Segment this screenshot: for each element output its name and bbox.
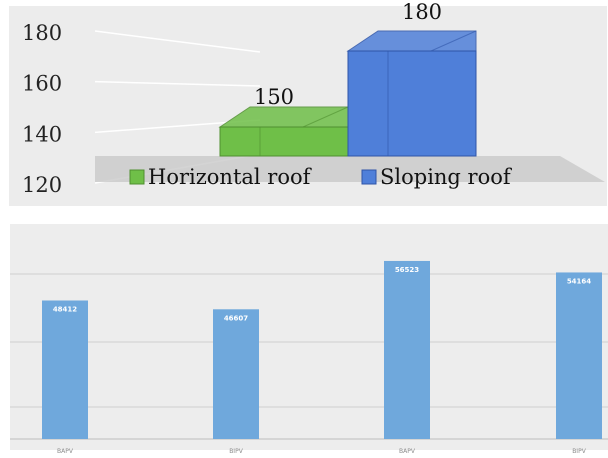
- data-label: 150: [254, 85, 294, 109]
- bar: [42, 300, 88, 439]
- y-axis-ticks: 120 140 160 180: [22, 21, 62, 197]
- bars-group: 48412 46607 56523 54164: [42, 260, 602, 439]
- legend: Horizontal roof Sloping roof: [129, 165, 513, 189]
- x-tick-label: BAPV: [57, 448, 74, 454]
- legend-swatch: [361, 169, 377, 185]
- bar: [556, 272, 602, 439]
- pv-energy-chart: 48412 46607 56523 54164 BAPV BIPV BAPV BIPV: [0, 214, 608, 455]
- y-tick-label: 180: [22, 21, 62, 45]
- bar: [347, 50, 477, 157]
- y-tick-label: 160: [22, 72, 62, 96]
- chart-background: [10, 224, 608, 450]
- bar-edge: [430, 30, 477, 52]
- x-tick-label: BAPV: [399, 448, 416, 454]
- data-label: 56523: [395, 266, 419, 274]
- roof-comparison-chart: 150 180 120 140 160 180 Horizontal roof Slopi…: [0, 0, 608, 210]
- legend-swatch: [129, 169, 145, 185]
- bar-edge: [302, 106, 349, 128]
- y-tick-label: 120: [22, 173, 62, 197]
- roof-chart-svg: 150 180 120 140 160 180 Horizontal roof Slopi…: [9, 0, 607, 206]
- data-label: 180: [402, 0, 442, 24]
- x-tick-label: BIPV: [572, 448, 587, 454]
- bar: [213, 309, 259, 439]
- pv-chart-svg: 48412 46607 56523 54164 BAPV BIPV BAPV BIPV: [10, 224, 608, 455]
- legend-label: Sloping roof: [380, 165, 513, 189]
- bars-group: 150 180: [218, 0, 477, 157]
- bar: [219, 126, 349, 157]
- grid-lines: [10, 273, 608, 440]
- bar: [384, 260, 430, 439]
- x-axis-labels: BAPV BIPV BAPV BIPV: [57, 448, 587, 455]
- y-tick-label: 140: [22, 122, 62, 146]
- data-label: 46607: [224, 314, 248, 322]
- floor-plane: [95, 156, 605, 182]
- grid-line: [94, 80, 261, 87]
- data-label: 54164: [567, 277, 591, 285]
- grid-line: [94, 30, 261, 53]
- data-label: 48412: [53, 305, 77, 313]
- legend-label: Horizontal roof: [148, 165, 313, 189]
- chart-floor: [95, 156, 605, 182]
- x-tick-label: BIPV: [229, 448, 244, 454]
